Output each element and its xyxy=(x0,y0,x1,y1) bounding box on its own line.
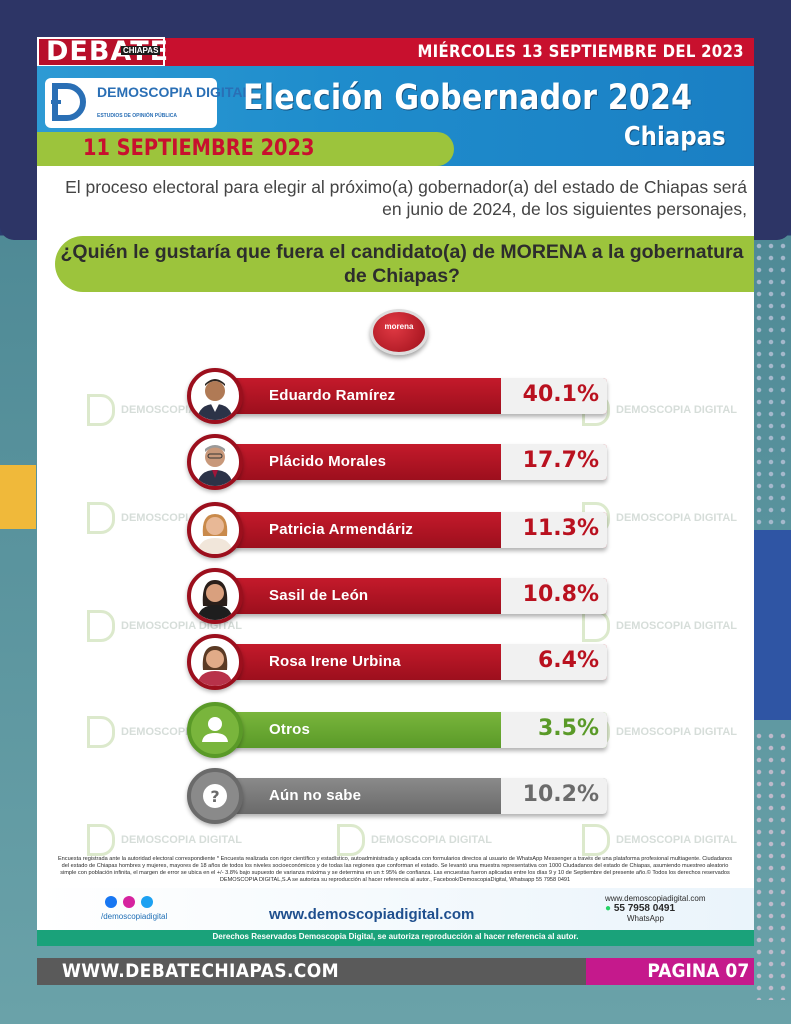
svg-text:?: ? xyxy=(210,787,219,806)
percent-label: 10.2% xyxy=(522,782,599,807)
candidate-name: Plácido Morales xyxy=(269,453,387,470)
watermark: DEMOSCOPIA DIGITAL xyxy=(87,824,242,856)
percent-label: 17.7% xyxy=(522,448,599,473)
candidate-name: Eduardo Ramírez xyxy=(269,387,396,404)
percent-label: 11.3% xyxy=(522,516,599,541)
bar-mark: Eduardo Ramírez 40.1% xyxy=(227,378,607,414)
percent-label: 3.5% xyxy=(537,716,599,741)
poll-title: Elección Gobernador 2024 xyxy=(243,78,693,118)
facebook-icon[interactable] xyxy=(105,896,117,908)
percent-box xyxy=(501,578,607,614)
twitter-icon[interactable] xyxy=(141,896,153,908)
percent-label: 10.8% xyxy=(522,582,599,607)
option-name: Aún no sabe xyxy=(269,787,362,804)
instagram-icon[interactable] xyxy=(123,896,135,908)
poll-intro: El proceso electoral para elegir al próx… xyxy=(65,177,747,219)
percent-label: 6.4% xyxy=(537,648,599,673)
question-band xyxy=(55,236,754,292)
poll-date: 11 SEPTIEMBRE 2023 xyxy=(83,136,315,161)
bar-mark: Aún no sabe 10.2% xyxy=(227,778,607,814)
demoscopia-brand: DEMOSCOPIA DIGITAL xyxy=(97,84,251,100)
watermark: DEMOSCOPIA DIGITAL xyxy=(87,394,242,426)
page-band xyxy=(586,958,754,985)
candidate-row: Eduardo Ramírez 40.1% xyxy=(187,368,607,424)
option-row: Aún no sabe 10.2% ? xyxy=(187,768,607,824)
footer-band xyxy=(37,888,754,936)
bar-mark: Patricia Armendáriz 11.3% xyxy=(227,512,607,548)
bar-mark: Sasil de León 10.8% xyxy=(227,578,607,614)
page-number: PAGINA 07 xyxy=(647,960,749,982)
rights-band xyxy=(37,930,754,946)
contact-web[interactable]: www.demoscopiadigital.com xyxy=(605,894,706,903)
website-link[interactable]: www.demoscopiadigital.com xyxy=(269,906,475,923)
demoscopia-d-icon xyxy=(51,83,86,121)
percent-box xyxy=(501,444,607,480)
decor-dots-bottom xyxy=(753,730,787,1000)
percent-box xyxy=(501,378,607,414)
percent-box xyxy=(501,644,607,680)
header-separator xyxy=(37,166,754,172)
party-label: morena xyxy=(384,322,414,331)
decor-yellow-block xyxy=(0,465,36,529)
bar-mark: Otros 3.5% xyxy=(227,712,607,748)
watermark: DEMOSCOPIA DIGITAL xyxy=(87,610,242,642)
issue-date: MIÉRCOLES 13 SEPTIEMBRE DEL 2023 xyxy=(417,42,744,62)
rights-text: Derechos Reservados Demoscopia Digital, … xyxy=(212,932,579,941)
contact-info: www.demoscopiadigital.com ● 55 7958 0491… xyxy=(605,894,706,924)
newspaper-website[interactable]: WWW.DEBATECHIAPAS.COM xyxy=(62,960,339,982)
candidate-row: Plácido Morales 17.7% xyxy=(187,434,607,490)
methodology-note: Encuesta registrada ante la autoridad el… xyxy=(57,856,733,883)
whatsapp-icon: ● xyxy=(605,903,612,914)
percent-box xyxy=(501,512,607,548)
candidate-photo-icon xyxy=(187,434,243,490)
watermark: DEMOSCOPIA DIGITAL xyxy=(87,502,242,534)
footer-bar xyxy=(37,958,586,985)
candidate-name: Sasil de León xyxy=(269,587,369,604)
morena-badge-icon xyxy=(370,309,428,355)
watermark: DEMOSCOPIA DIGITAL xyxy=(582,824,737,856)
percent-label: 40.1% xyxy=(522,382,599,407)
bar-mark: Rosa Irene Urbina 6.4% xyxy=(227,644,607,680)
newspaper-logo-sub: CHIAPAS xyxy=(121,46,161,55)
candidate-name: Rosa Irene Urbina xyxy=(269,653,401,670)
candidate-row: Patricia Armendáriz 11.3% xyxy=(187,502,607,558)
candidate-name: Patricia Armendáriz xyxy=(269,521,414,538)
question-mark-icon: ? xyxy=(187,768,243,824)
social-handle[interactable]: /demoscopiadigital xyxy=(101,912,168,921)
poll-infographic: DEMOSCOPIA DIGITAL ESTUDIOS DE OPINIÓN P… xyxy=(37,66,754,946)
bar-mark: Plácido Morales 17.7% xyxy=(227,444,607,480)
watermark: DEMOSCOPIA DIGITAL xyxy=(87,716,242,748)
decor-dots xyxy=(753,240,787,530)
candidate-photo-icon xyxy=(187,502,243,558)
watermark: DEMOSCOPIA DIGITAL xyxy=(337,824,492,856)
whatsapp-label: WhatsApp xyxy=(627,914,664,923)
poll-subtitle: Chiapas xyxy=(624,122,726,152)
demoscopia-brand-sub: ESTUDIOS DE OPINIÓN PÚBLICA xyxy=(97,113,178,119)
candidate-photo-icon xyxy=(187,368,243,424)
candidate-photo-icon xyxy=(187,568,243,624)
candidate-photo-icon xyxy=(187,634,243,690)
poll-question: ¿Quién le gustaría que fuera el candidat… xyxy=(60,241,744,287)
option-name: Otros xyxy=(269,721,311,738)
option-row: Otros 3.5% xyxy=(187,702,607,758)
whatsapp-phone[interactable]: ● 55 7958 0491 xyxy=(605,903,675,914)
percent-box xyxy=(501,712,607,748)
user-icon xyxy=(187,702,243,758)
percent-box xyxy=(501,778,607,814)
poll-date-band xyxy=(37,132,454,166)
candidate-row: Rosa Irene Urbina 6.4% xyxy=(187,634,607,690)
decor-blue-block xyxy=(753,530,791,720)
candidate-row: Sasil de León 10.8% xyxy=(187,568,607,624)
